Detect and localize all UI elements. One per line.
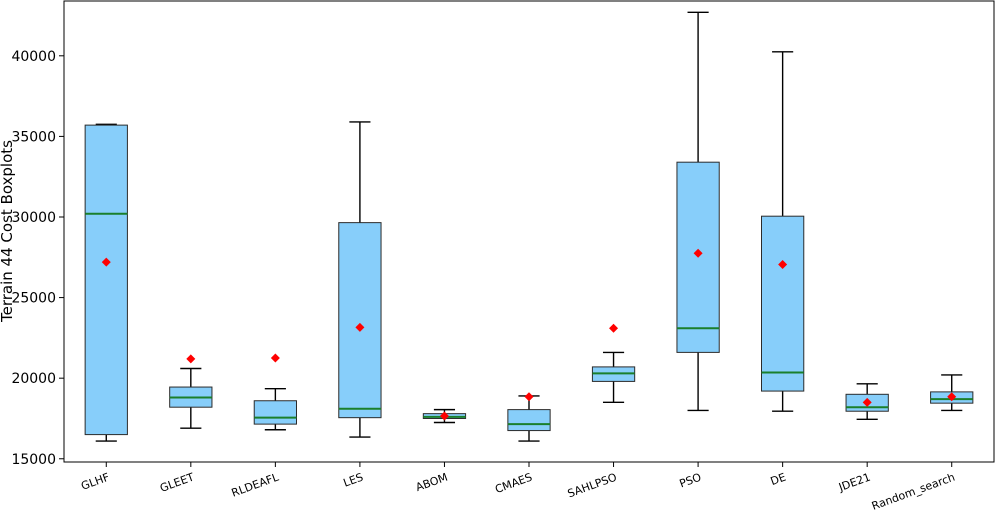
box-les <box>338 121 382 438</box>
x-axis-ticks: GLHF GLEET RLDEAFL LES ABOM CMAES SAHLPSO PSO DE… <box>79 462 957 513</box>
box-jde21 <box>845 383 889 420</box>
box-abom <box>422 408 467 424</box>
iqr-box <box>253 400 298 425</box>
y-tick-label: 20000 <box>11 371 56 387</box>
x-tick-label: GLHF <box>79 471 111 493</box>
mean-marker <box>693 248 703 258</box>
y-tick-label: 30000 <box>11 210 56 226</box>
x-tick-label: GLEET <box>158 471 196 495</box>
iqr-box <box>84 124 128 436</box>
y-tick-label: 15000 <box>11 452 56 468</box>
iqr-box <box>507 409 551 432</box>
y-axis-label: Terrain 44 Cost Boxplots <box>0 140 16 323</box>
box-rldeafl <box>253 353 298 431</box>
mean-marker <box>186 354 196 364</box>
box-gleet <box>169 354 213 429</box>
x-tick-label: JDE21 <box>836 471 872 495</box>
x-tick-label: RLDEAFL <box>230 470 281 499</box>
y-tick-label: 25000 <box>11 291 56 307</box>
y-tick-label: 35000 <box>11 129 56 145</box>
x-tick-label: LES <box>342 471 365 490</box>
x-tick-label: CMAES <box>493 471 534 496</box>
plot-area-background <box>64 1 994 462</box>
boxes-group <box>84 11 974 442</box>
mean-marker <box>355 322 365 332</box>
iqr-box <box>338 222 382 419</box>
box-de <box>761 51 805 412</box>
mean-marker <box>524 392 534 402</box>
x-tick-label: DE <box>769 471 788 489</box>
y-axis-ticks: 15000 20000 25000 30000 35000 40000 <box>11 49 64 468</box>
iqr-box <box>761 215 805 392</box>
mean-marker <box>609 323 619 333</box>
mean-marker <box>270 353 280 363</box>
mean-marker <box>439 411 449 421</box>
x-tick-label: ABOM <box>414 471 449 495</box>
x-tick-label: SAHLPSO <box>566 470 619 500</box>
x-tick-label: PSO <box>678 470 704 490</box>
box-sahlpso <box>591 323 636 404</box>
y-tick-label: 40000 <box>11 49 56 65</box>
box-glhf <box>84 123 128 442</box>
box-pso <box>676 11 720 412</box>
box-random-search <box>930 374 974 412</box>
box-cmaes <box>507 392 551 442</box>
x-tick-label: Random_search <box>870 471 957 513</box>
mean-marker <box>947 392 957 402</box>
mean-marker <box>862 397 872 407</box>
mean-marker <box>778 260 788 270</box>
plot-frame <box>63 0 995 463</box>
mean-marker <box>101 257 111 267</box>
